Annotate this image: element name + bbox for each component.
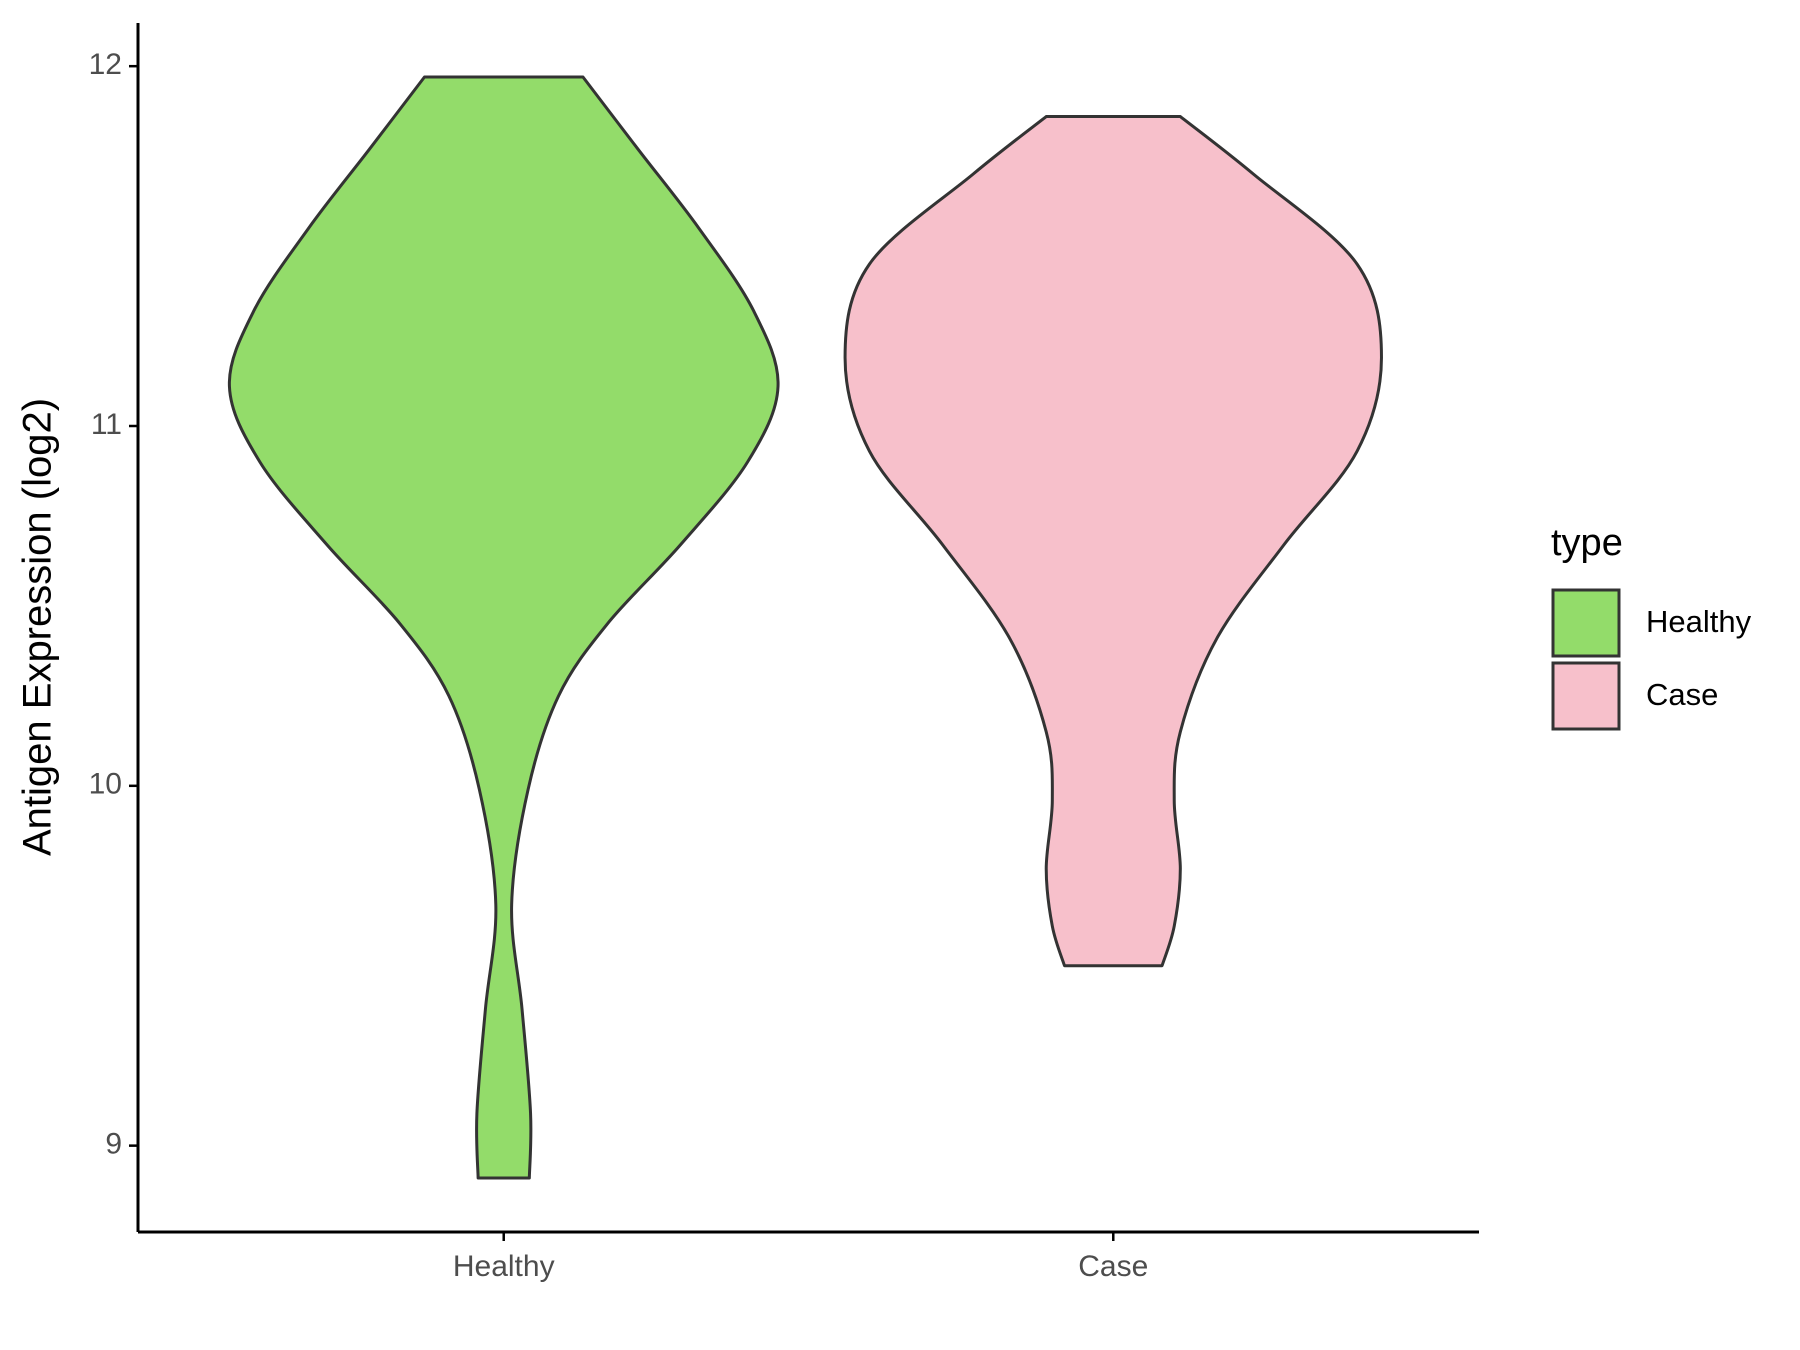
legend-key — [1551, 588, 1621, 658]
y-tick-label: 9 — [105, 1128, 122, 1161]
violin — [843, 115, 1383, 968]
legend-label: Case — [1646, 677, 1718, 712]
y-tick-label: 12 — [89, 48, 122, 81]
y-tick-label: 10 — [89, 768, 122, 801]
y-tick-label: 11 — [91, 408, 122, 441]
legend-title: type — [1551, 522, 1623, 564]
x-tick-label: Case — [1078, 1250, 1148, 1283]
y-axis-title: Antigen Expression (log2) — [16, 398, 60, 856]
legend-key — [1551, 661, 1621, 731]
violin — [227, 75, 780, 1180]
x-tick-label: Healthy — [453, 1250, 555, 1283]
legend-label: Healthy — [1646, 604, 1752, 639]
